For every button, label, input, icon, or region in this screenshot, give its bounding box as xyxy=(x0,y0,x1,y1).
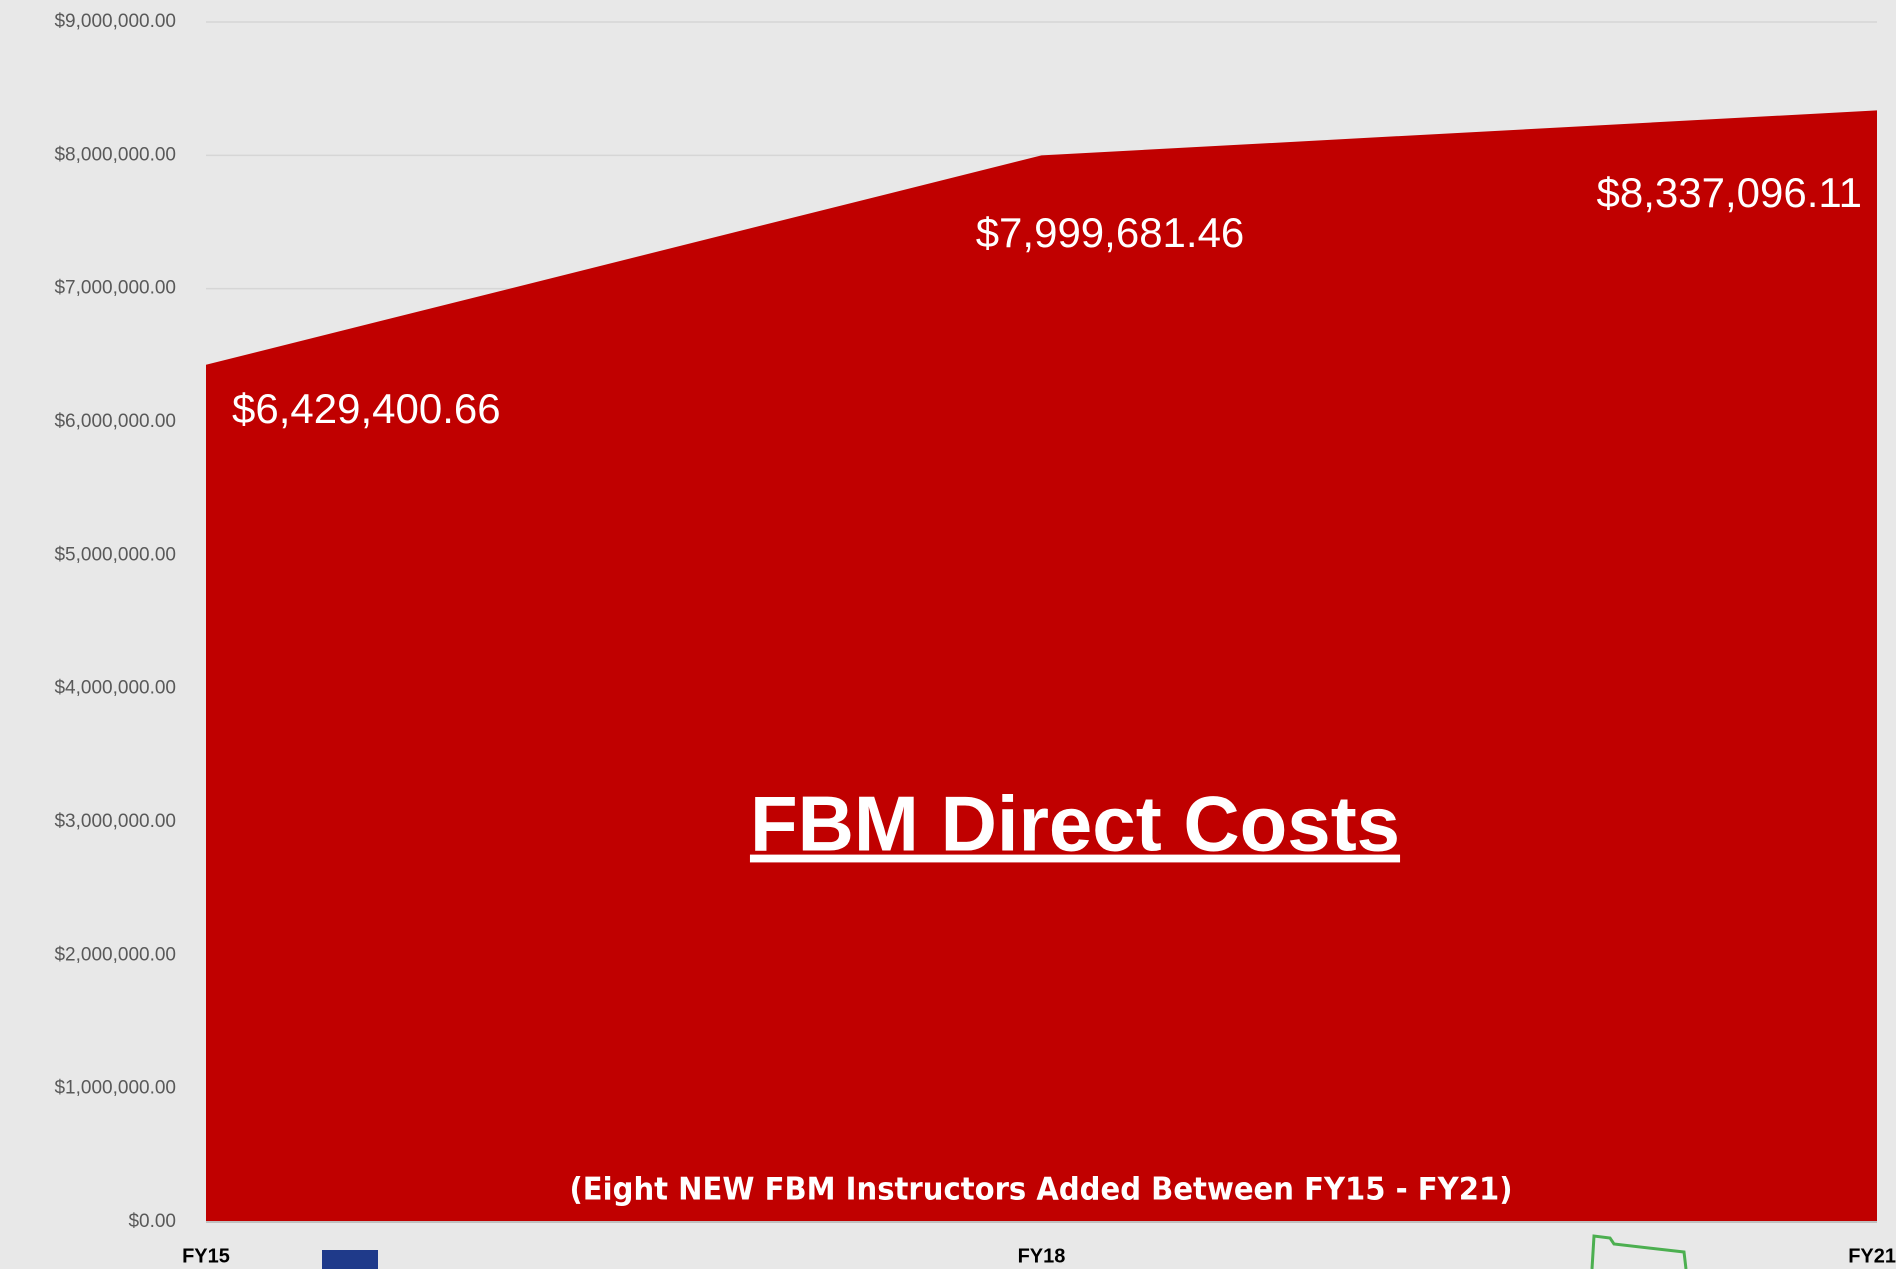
value-label: $6,429,400.66 xyxy=(232,385,501,432)
subtitle: (Eight NEW FBM Instructors Added Between… xyxy=(570,1172,1513,1208)
y-tick-label: $9,000,000.00 xyxy=(54,11,176,32)
y-tick-label: $4,000,000.00 xyxy=(54,678,176,699)
y-tick-label: $8,000,000.00 xyxy=(54,144,176,165)
y-tick-label: $5,000,000.00 xyxy=(54,544,176,565)
y-tick-label: $1,000,000.00 xyxy=(54,1078,176,1099)
y-tick-label: $3,000,000.00 xyxy=(54,811,176,832)
y-tick-label: $6,000,000.00 xyxy=(54,411,176,432)
y-tick-label: $0.00 xyxy=(128,1211,176,1232)
y-tick-label: $7,000,000.00 xyxy=(54,278,176,299)
value-label: $7,999,681.46 xyxy=(976,209,1245,256)
logo xyxy=(322,1250,378,1269)
area xyxy=(206,110,1877,1222)
x-tick-label: FY15 xyxy=(182,1245,230,1267)
x-tick-label: FY18 xyxy=(1018,1245,1066,1267)
x-tick-label: FY21 xyxy=(1848,1245,1896,1267)
value-label: $8,337,096.11 xyxy=(1597,169,1862,216)
chart-title: FBM Direct Costs xyxy=(750,780,1400,868)
y-tick-label: $2,000,000.00 xyxy=(54,944,176,965)
logo xyxy=(1590,1234,1688,1269)
